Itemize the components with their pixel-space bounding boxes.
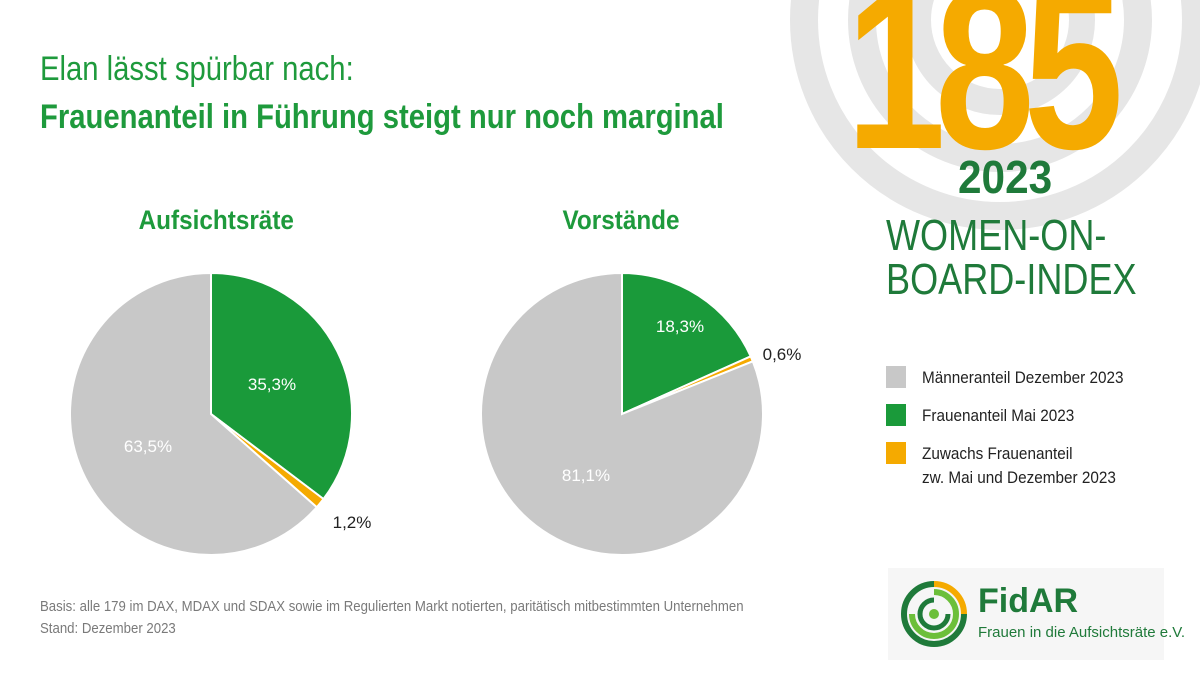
pie-slice <box>69 271 319 556</box>
footnote-stand: Stand: Dezember 2023 <box>40 620 176 637</box>
brand-name: WOMEN-ON- BOARD-INDEX <box>886 214 1137 302</box>
pie-title-vorstaende: Vorstände <box>562 205 680 235</box>
legend-item-frauenanteil: Frauenanteil Mai 2023 <box>886 404 1091 428</box>
logo-subtitle: Frauen in die Aufsichtsräte e.V. <box>978 624 1186 641</box>
pie-slice <box>480 271 764 556</box>
legend-label-line-1: Zuwachs Frauenanteil <box>922 444 1073 463</box>
brand-year: 2023 <box>958 151 1053 203</box>
pie-title-aufsichtsraete: Aufsichtsräte <box>138 205 294 235</box>
slice-data-label: 81,1% <box>562 466 610 485</box>
pie-slice <box>621 271 753 416</box>
slice-data-label: 63,5% <box>124 437 172 456</box>
legend-label: Frauenanteil Mai 2023 <box>922 406 1075 425</box>
legend-item-maenneranteil: Männeranteil Dezember 2023 <box>886 366 1146 390</box>
slice-data-label: 18,3% <box>656 317 704 336</box>
legend-label: Männeranteil Dezember 2023 <box>922 368 1124 387</box>
title-line-2: Frauenanteil in Führung steigt nur noch … <box>40 98 724 136</box>
slice-data-label: 1,2% <box>333 513 372 532</box>
pie-slice <box>210 271 353 501</box>
pie-chart-aufsichtsraete: 35,3% 1,2% 63,5% <box>69 271 372 556</box>
brand-number: 185 <box>846 0 1123 197</box>
title-line-1: Elan lässt spürbar nach: <box>40 50 354 88</box>
legend-swatch-green <box>886 404 906 426</box>
slice-data-label: 35,3% <box>248 375 296 394</box>
logo-wordmark: FidAR <box>978 582 1079 620</box>
pie-chart-vorstaende: 18,3% 0,6% 81,1% <box>480 271 802 556</box>
slice-data-label: 0,6% <box>763 345 802 364</box>
legend-swatch-gray <box>886 366 906 388</box>
legend-label-line-2: zw. Mai und Dezember 2023 <box>922 468 1116 487</box>
fidar-logo-icon <box>888 568 1164 660</box>
brand-name-line-1: WOMEN-ON- <box>886 211 1107 260</box>
footnote-basis: Basis: alle 179 im DAX, MDAX und SDAX so… <box>40 598 744 615</box>
legend-item-zuwachs: Zuwachs Frauenanteil zw. Mai und Dezembe… <box>886 442 1137 490</box>
legend-label: Zuwachs Frauenanteil zw. Mai und Dezembe… <box>922 442 1116 490</box>
legend-swatch-orange <box>886 442 906 464</box>
brand-name-line-2: BOARD-INDEX <box>886 255 1137 304</box>
